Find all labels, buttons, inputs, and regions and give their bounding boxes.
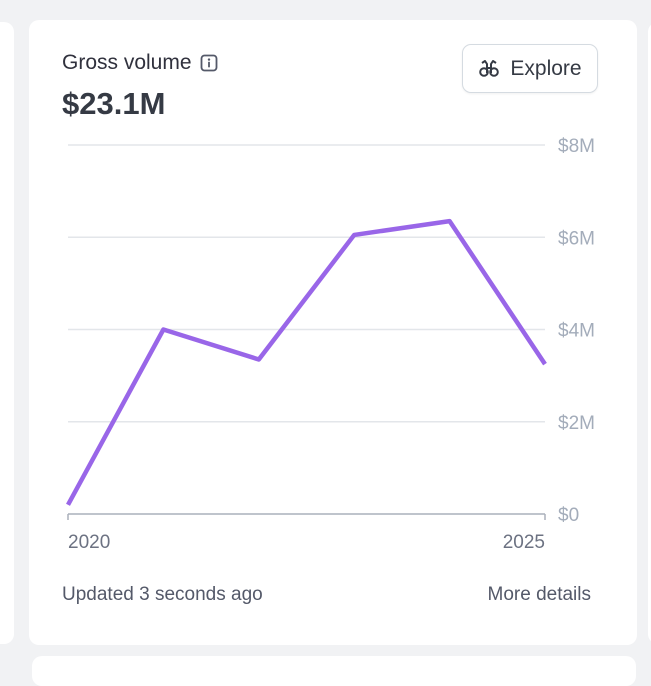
x-tick-label: 2020 (68, 532, 110, 553)
gross-volume-card: Gross volume $23.1M Explore $0$2M$4M$6M$… (29, 20, 637, 645)
y-tick-label: $2M (558, 413, 595, 434)
y-tick-label: $4M (558, 321, 595, 342)
x-tick-label: 2025 (503, 532, 545, 553)
updated-timestamp: Updated 3 seconds ago (62, 584, 263, 606)
y-tick-label: $6M (558, 228, 595, 249)
y-tick-label: $0 (558, 505, 579, 526)
more-details-link[interactable]: More details (488, 584, 592, 606)
y-tick-label: $8M (558, 136, 595, 157)
adjacent-card-bottom (32, 656, 636, 686)
series-line (68, 221, 545, 505)
adjacent-card-left (0, 22, 14, 644)
gross-volume-chart: $0 $2M $4M $6M $8M 2020 2025 (29, 20, 637, 580)
